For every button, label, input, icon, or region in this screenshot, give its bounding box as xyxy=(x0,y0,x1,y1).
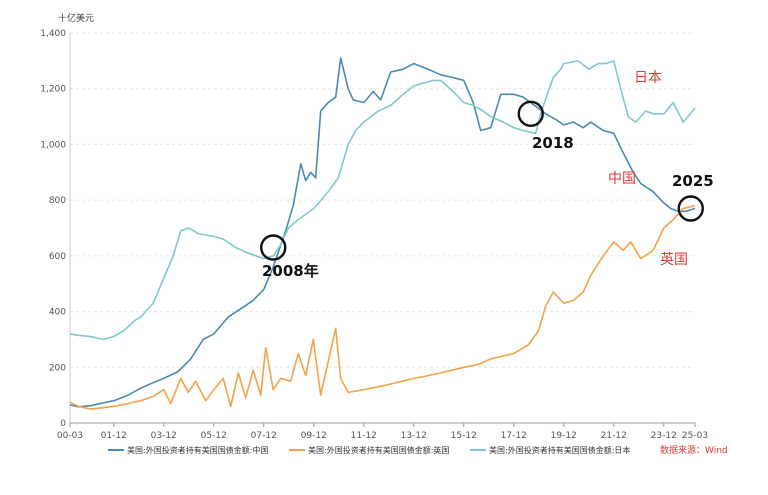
x-tick-label: 03-12 xyxy=(151,431,177,441)
series-china xyxy=(69,57,696,408)
x-tick-label: 01-12 xyxy=(101,431,127,441)
y-tick-label: 0 xyxy=(60,419,66,429)
annotation-japan: 日本 xyxy=(634,70,662,86)
highlight-circle xyxy=(260,234,287,261)
x-tick-label: 09-12 xyxy=(301,431,327,441)
series-japan xyxy=(69,60,696,341)
y-tick-labels: 0 200 400 600 800 1,000 1,200 1,400 xyxy=(40,29,66,429)
gridlines xyxy=(70,32,695,368)
legend-item-japan: 美国:外国投资者持有美国国债金额:日本 xyxy=(470,445,630,455)
x-tick-label: 23-12 xyxy=(651,431,677,441)
y-tick-label: 1,200 xyxy=(40,85,66,95)
legend: 美国:外国投资者持有美国国债金额:中国 美国:外国投资者持有美国国债金额:英国 … xyxy=(108,445,630,455)
annotation-2025: 2025 xyxy=(672,172,714,190)
y-tick-label: 1,000 xyxy=(40,140,66,150)
axes xyxy=(69,33,695,424)
y-tick-label: 800 xyxy=(49,196,66,206)
y-tick-label: 200 xyxy=(49,363,66,373)
x-tick-label: 11-12 xyxy=(351,431,377,441)
annotation-2018: 2018 xyxy=(532,134,574,152)
x-tick-label: 15-12 xyxy=(451,431,477,441)
y-tick-label: 400 xyxy=(49,308,66,318)
series-uk xyxy=(69,204,696,410)
unit-label: 十亿美元 xyxy=(58,12,94,24)
x-tick-labels: 00-03 01-12 03-12 05-12 07-12 09-12 11-12 13-12… xyxy=(57,423,708,441)
y-tick-label: 600 xyxy=(49,252,66,262)
x-tick-label: 13-12 xyxy=(401,431,427,441)
legend-label-uk: 美国:外国投资者持有美国国债金额:英国 xyxy=(308,445,449,455)
annotation-2008: 2008年 xyxy=(262,262,319,280)
y-tick-label: 1,400 xyxy=(40,29,66,39)
x-tick-label: 17-12 xyxy=(501,431,527,441)
x-tick-label: 21-12 xyxy=(601,431,627,441)
x-tick-label: 25-03 xyxy=(682,431,708,441)
annotation-china: 中国 xyxy=(608,171,636,187)
legend-label-japan: 美国:外国投资者持有美国国债金额:日本 xyxy=(489,445,630,455)
highlight-circle xyxy=(677,195,704,222)
series-lines xyxy=(69,57,696,410)
highlight-circle xyxy=(517,100,544,127)
x-tick-label: 05-12 xyxy=(201,431,227,441)
legend-item-china: 美国:外国投资者持有美国国债金额:中国 xyxy=(108,445,268,455)
highlight-circles xyxy=(260,100,704,261)
data-source: 数据来源：Wind xyxy=(660,444,728,456)
x-tick-label: 07-12 xyxy=(251,431,277,441)
x-tick-label: 19-12 xyxy=(551,431,577,441)
annotation-uk: 英国 xyxy=(660,251,688,268)
legend-label-china: 美国:外国投资者持有美国国债金额:中国 xyxy=(127,445,268,455)
legend-item-uk: 美国:外国投资者持有美国国债金额:英国 xyxy=(289,445,449,455)
x-tick-label: 00-03 xyxy=(57,431,83,441)
